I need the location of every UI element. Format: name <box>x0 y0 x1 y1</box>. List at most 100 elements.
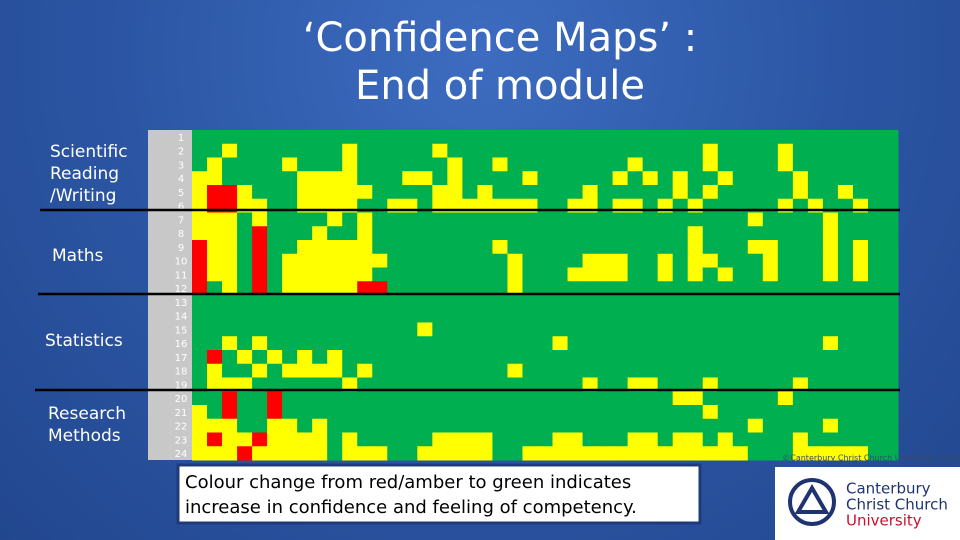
cell <box>432 377 448 392</box>
cell <box>567 281 584 296</box>
cell <box>537 212 554 227</box>
cell <box>357 432 373 447</box>
cell <box>657 253 674 268</box>
cell <box>702 308 719 323</box>
cell <box>297 418 313 433</box>
cell <box>822 363 839 378</box>
cell <box>762 322 779 337</box>
cell <box>402 391 418 406</box>
cell <box>537 432 554 447</box>
cell <box>762 157 779 172</box>
cell <box>267 253 283 268</box>
cell <box>267 226 283 241</box>
cell <box>777 363 794 378</box>
cell <box>702 418 719 433</box>
cell <box>597 350 614 365</box>
cell <box>612 130 629 145</box>
cell <box>792 253 809 268</box>
cell <box>852 418 869 433</box>
cell <box>807 157 824 172</box>
cell <box>447 308 463 323</box>
cell <box>837 363 854 378</box>
cell <box>252 295 268 310</box>
cell <box>732 308 749 323</box>
cell <box>747 240 764 255</box>
cell <box>657 308 674 323</box>
cell <box>252 308 268 323</box>
cell <box>567 391 584 406</box>
cell <box>612 418 629 433</box>
row-label: 3 <box>178 160 184 171</box>
cell <box>222 432 238 447</box>
row-label: 14 <box>175 312 188 323</box>
cell <box>537 143 554 158</box>
cell <box>462 212 478 227</box>
cell <box>657 405 674 420</box>
cell <box>237 130 253 145</box>
cell <box>882 143 899 158</box>
cell <box>297 432 313 447</box>
cell <box>327 253 343 268</box>
cell <box>807 418 824 433</box>
cell <box>477 336 493 351</box>
cell <box>207 171 223 186</box>
cell <box>507 130 523 145</box>
cell <box>462 322 478 337</box>
cell <box>492 226 508 241</box>
cell <box>567 446 584 461</box>
cell <box>297 253 313 268</box>
cell <box>522 185 538 200</box>
section-label: Maths <box>52 246 104 266</box>
cell <box>567 418 584 433</box>
cell <box>207 350 223 365</box>
cell <box>447 130 463 145</box>
cell <box>642 432 659 447</box>
cell <box>417 405 433 420</box>
cell <box>387 432 403 447</box>
cell <box>792 363 809 378</box>
cell <box>387 350 403 365</box>
cell <box>627 130 644 145</box>
cell <box>822 171 839 186</box>
cell <box>297 336 313 351</box>
cell <box>537 281 554 296</box>
cell <box>567 377 584 392</box>
cell <box>192 226 208 241</box>
cell <box>702 336 719 351</box>
cell <box>282 350 298 365</box>
logo-emblem <box>788 478 836 526</box>
cell <box>342 281 358 296</box>
cell <box>747 322 764 337</box>
cell <box>282 212 298 227</box>
cell <box>627 185 644 200</box>
cell <box>717 185 734 200</box>
cell <box>507 226 523 241</box>
cell <box>777 405 794 420</box>
cell <box>567 130 584 145</box>
cell <box>267 363 283 378</box>
cell <box>567 322 584 337</box>
cell <box>657 322 674 337</box>
cell <box>672 432 689 447</box>
cell <box>522 130 538 145</box>
cell <box>657 157 674 172</box>
cell <box>582 295 599 310</box>
cell <box>417 418 433 433</box>
cell <box>312 391 328 406</box>
cell <box>282 267 298 282</box>
row-label: 19 <box>175 380 188 391</box>
cell <box>342 432 358 447</box>
cell <box>477 418 493 433</box>
cell <box>447 350 463 365</box>
cell <box>507 432 523 447</box>
cell <box>312 295 328 310</box>
cell <box>327 240 343 255</box>
cell <box>657 226 674 241</box>
cell <box>822 405 839 420</box>
cell <box>207 391 223 406</box>
section-label: Reading <box>50 164 119 184</box>
cell <box>387 171 403 186</box>
cell <box>492 240 508 255</box>
cell <box>717 446 734 461</box>
cell <box>657 432 674 447</box>
